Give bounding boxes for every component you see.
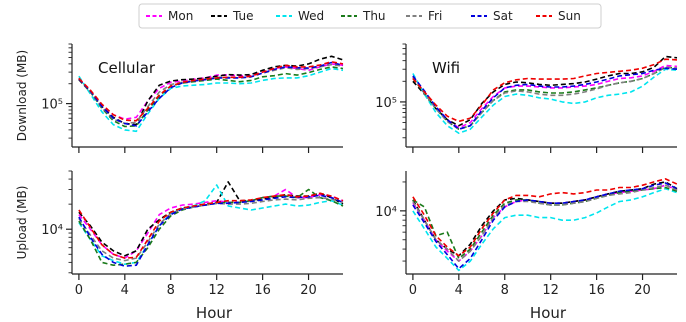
legend-label-thu: Thu: [362, 9, 386, 23]
panel-cell-download: 10⁵ Download (MB) Cellular: [15, 43, 344, 153]
series-line-fri: [78, 196, 344, 262]
panel-title: Cellular: [98, 59, 156, 77]
x-tick-label: 20: [300, 283, 317, 298]
series-line-mon: [412, 184, 678, 262]
x-tick-label: 16: [588, 283, 605, 298]
series-line-tue: [412, 55, 678, 127]
legend-label-tue: Tue: [232, 9, 254, 23]
x-tick-label: 8: [167, 283, 175, 298]
series-line-tue: [412, 181, 678, 257]
y-tick-label: 10⁵: [375, 96, 397, 111]
x-tick-label: 4: [455, 283, 463, 298]
x-tick-label: 0: [409, 283, 417, 298]
series-line-mon: [412, 64, 678, 129]
y-axis-label: Download (MB): [15, 50, 29, 141]
panel-cell-upload: 10⁴ 0 4 8 12 16 20 Upload (MB): [15, 170, 344, 298]
y-tick-label: 10⁴: [41, 223, 63, 238]
y-tick-label: 10⁴: [375, 205, 397, 220]
legend-label-mon: Mon: [168, 9, 193, 23]
legend-label-sun: Sun: [558, 9, 581, 23]
series-line-fri: [412, 184, 678, 262]
legend-label-wed: Wed: [298, 9, 324, 23]
legend-label-fri: Fri: [428, 9, 442, 23]
legend-label-sat: Sat: [493, 9, 513, 23]
series-line-sun: [412, 178, 678, 257]
series-line-sat: [412, 182, 678, 270]
x-axis-label-left: Hour: [196, 304, 233, 322]
x-axis-label-right: Hour: [530, 304, 567, 322]
panel-wifi-upload: 10⁴ 0 4 8 12 16 20: [375, 171, 678, 298]
x-tick-label: 20: [634, 283, 651, 298]
x-tick-label: 12: [542, 283, 559, 298]
y-axis-label: Upload (MB): [15, 186, 29, 260]
series-line-sun: [78, 192, 344, 259]
legend-frame: [138, 3, 602, 29]
series-line-thu: [78, 188, 344, 267]
series-line-sun: [78, 60, 344, 122]
series-line-tue: [78, 181, 344, 257]
legend: Mon Tue Wed Thu Fri Sat Sun: [138, 3, 602, 29]
panel-title: Wifi: [432, 59, 460, 77]
panel-wifi-download: 10⁵ Wifi: [375, 43, 678, 153]
series-line-sat: [412, 67, 678, 130]
x-tick-label: 0: [75, 283, 83, 298]
y-tick-label: 10⁵: [41, 98, 63, 113]
x-tick-label: 4: [121, 283, 129, 298]
series-line-wed: [412, 68, 678, 134]
x-tick-label: 8: [501, 283, 509, 298]
x-tick-label: 16: [254, 283, 271, 298]
series-line-wed: [78, 184, 344, 266]
x-tick-label: 12: [208, 283, 225, 298]
series-line-thu: [78, 66, 344, 128]
series-line-wed: [412, 187, 678, 272]
series-line-wed: [78, 67, 344, 133]
